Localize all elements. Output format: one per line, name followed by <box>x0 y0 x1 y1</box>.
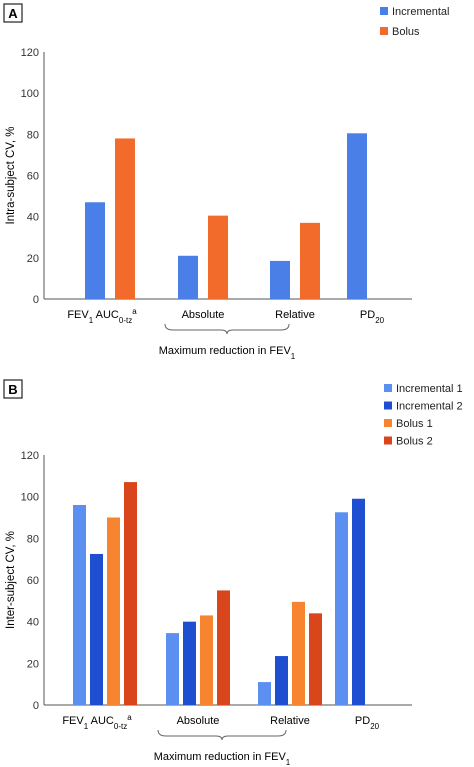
bar-incremental-1 <box>166 633 179 705</box>
x-tick-label-mid: AUC <box>93 309 119 321</box>
x-tick-label-sup: a <box>132 307 137 316</box>
group-bracket <box>164 323 290 335</box>
x-tick-label-base: FEV <box>62 715 84 727</box>
legend-label: Incremental 1 <box>396 383 463 395</box>
x-tick-label-sub: 1 <box>89 316 94 325</box>
y-tick-label: 80 <box>27 533 39 545</box>
x-tick-label-base: PD <box>360 309 375 321</box>
y-tick-label: 40 <box>27 212 39 224</box>
x-tick-label-base: PD <box>355 715 370 727</box>
group-bracket <box>157 729 287 741</box>
x-tick-label-sub2: 0-tz <box>114 722 127 731</box>
x-tick-label: FEV1 AUC0-tza <box>62 713 132 731</box>
x-tick-label-sup: a <box>127 713 132 722</box>
legend-swatch <box>380 7 388 15</box>
y-tick-label: 100 <box>21 492 39 504</box>
x-tick-label: PD20 <box>355 715 380 731</box>
group-label-sub: 1 <box>291 352 296 361</box>
x-tick-label: PD20 <box>360 309 385 325</box>
panel-label-box <box>3 3 23 23</box>
bar-incremental-1 <box>73 505 86 705</box>
legend-label: Bolus <box>392 26 420 38</box>
group-label: Maximum reduction in FEV1 <box>159 345 296 361</box>
bar-incremental <box>178 255 198 299</box>
x-tick-label-base: Absolute <box>177 715 220 727</box>
x-tick-label-sub2: 0-tz <box>119 316 132 325</box>
panel-label-box <box>3 379 23 399</box>
y-tick-label: 20 <box>27 253 39 265</box>
x-tick-label: Absolute <box>177 715 220 727</box>
y-tick-label: 100 <box>21 88 39 100</box>
x-tick-label-sub: 20 <box>375 316 384 325</box>
bar-incremental <box>347 133 367 299</box>
legend-label: Incremental 2 <box>396 401 463 413</box>
x-tick-label-base: Relative <box>270 715 310 727</box>
x-tick-label: Absolute <box>182 309 225 321</box>
bar-incremental-1 <box>258 682 271 705</box>
bar-bolus-2 <box>217 590 230 705</box>
x-tick-label: Relative <box>270 715 310 727</box>
bar-incremental <box>85 202 105 299</box>
bar-incremental-2 <box>352 498 365 705</box>
x-tick-label-sub: 1 <box>84 722 89 731</box>
bar-bolus-1 <box>292 601 305 705</box>
y-tick-label: 20 <box>27 658 39 670</box>
bar-bolus-2 <box>309 613 322 705</box>
bar-bolus-1 <box>107 517 120 705</box>
y-tick-label: 60 <box>27 575 39 587</box>
panel-label: A <box>8 6 18 21</box>
y-tick-label: 0 <box>33 294 39 306</box>
bar-bolus <box>115 138 135 299</box>
y-tick-label: 60 <box>27 171 39 183</box>
y-axis-label: Intra-subject CV, % <box>5 126 17 224</box>
x-tick-label-base: FEV <box>67 309 89 321</box>
panel-label: B <box>8 382 17 397</box>
bar-incremental-1 <box>335 512 348 705</box>
bar-incremental-2 <box>183 621 196 705</box>
legend-swatch <box>384 401 392 410</box>
group-label-sub: 1 <box>286 758 291 767</box>
y-axis-label: Inter-subject CV, % <box>5 531 17 629</box>
bar-incremental-2 <box>90 553 103 705</box>
group-label: Maximum reduction in FEV1 <box>154 751 291 767</box>
group-label-base: Maximum reduction in FEV <box>154 751 287 763</box>
legend-swatch <box>384 436 392 445</box>
legend-label: Incremental <box>392 6 449 18</box>
y-tick-label: 40 <box>27 617 39 629</box>
y-tick-label: 0 <box>33 700 39 712</box>
legend-swatch <box>384 384 392 392</box>
legend-swatch <box>384 419 392 427</box>
legend-swatch <box>380 27 388 35</box>
x-tick-label-mid: AUC <box>88 715 114 727</box>
bar-bolus-2 <box>124 482 137 705</box>
x-tick-label-base: Absolute <box>182 309 225 321</box>
legend-label: Bolus 2 <box>396 436 433 448</box>
x-tick-label-sub: 20 <box>370 722 379 731</box>
y-tick-label: 80 <box>27 129 39 141</box>
bar-incremental <box>270 260 290 299</box>
bar-incremental-2 <box>275 656 288 705</box>
group-label-base: Maximum reduction in FEV <box>159 345 292 357</box>
y-tick-label: 120 <box>21 47 39 59</box>
bar-bolus <box>300 222 320 299</box>
bar-bolus <box>208 215 228 299</box>
bar-bolus-1 <box>200 615 213 705</box>
x-tick-label: Relative <box>275 309 315 321</box>
y-tick-label: 120 <box>21 450 39 462</box>
legend-label: Bolus 1 <box>396 418 433 430</box>
x-tick-label: FEV1 AUC0-tza <box>67 307 137 325</box>
x-tick-label-base: Relative <box>275 309 315 321</box>
